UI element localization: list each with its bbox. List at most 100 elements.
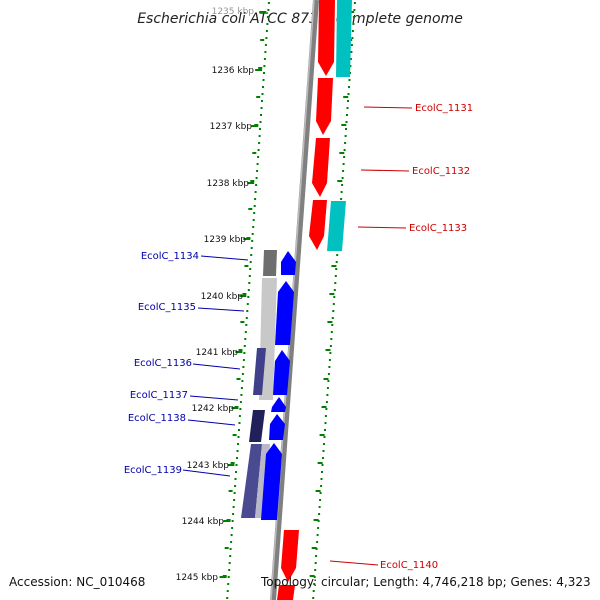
ring-dot xyxy=(326,394,329,396)
ring-dot xyxy=(267,9,270,11)
ring-dot xyxy=(317,527,320,529)
ring-dot xyxy=(341,177,344,179)
ring-dot xyxy=(327,373,330,375)
ring-dot xyxy=(228,569,231,571)
ring-dot xyxy=(312,597,315,599)
ring-dot xyxy=(330,331,333,333)
ring-dot xyxy=(345,121,348,123)
ring-dot xyxy=(349,65,352,67)
ring-dot xyxy=(237,436,240,438)
map-title: Escherichia coli ATCC 8739, complete gen… xyxy=(137,11,463,27)
tick-label: 1244 kbp xyxy=(182,517,225,527)
ring-dot xyxy=(342,170,345,172)
forward-gene xyxy=(312,138,330,197)
ring-dot xyxy=(237,443,239,445)
rna-track xyxy=(327,0,352,251)
ring-dot xyxy=(352,23,355,25)
ring-dot xyxy=(261,93,264,95)
ring-dot xyxy=(314,569,317,571)
ring-dot xyxy=(334,275,337,277)
gene-label-ecolc-1138[interactable]: EcolC_1138 xyxy=(128,413,186,424)
reverse-gene xyxy=(261,443,282,520)
ring-dot xyxy=(246,310,249,312)
ring-dot xyxy=(265,37,268,39)
ring-dot xyxy=(245,317,248,319)
gene-label-ecolc-1140[interactable]: EcolC_1140 xyxy=(380,560,438,571)
ring-dot xyxy=(263,72,265,74)
ring-dot xyxy=(230,534,233,536)
ring-dot xyxy=(239,401,242,403)
gene-label-ecolc-1139[interactable]: EcolC_1139 xyxy=(124,465,182,476)
accession-text: Accession: NC_010468 xyxy=(9,575,145,589)
ring-dot xyxy=(242,366,245,368)
ring-dot xyxy=(233,492,236,494)
ring-dot xyxy=(318,513,321,515)
ring-dot xyxy=(253,212,256,214)
ring-dot xyxy=(243,345,246,347)
ring-dot xyxy=(312,590,315,592)
gene-label-ecolc-1131[interactable]: EcolC_1131 xyxy=(415,103,473,114)
ring-dot xyxy=(239,408,242,410)
gene-label-ecolc-1134[interactable]: EcolC_1134 xyxy=(141,251,199,262)
ring-dot xyxy=(331,324,334,326)
gene-label-ecolc-1136[interactable]: EcolC_1136 xyxy=(134,358,192,369)
ring-dot xyxy=(236,457,238,459)
ring-dot xyxy=(255,177,258,179)
tick-label: 1241 kbp xyxy=(196,348,239,358)
ring-dot xyxy=(353,2,356,4)
forward-gene xyxy=(281,530,299,582)
ring-dot xyxy=(313,583,316,585)
ring-dot xyxy=(247,289,250,291)
ring-dot xyxy=(249,268,252,270)
ring-dot xyxy=(329,352,332,354)
ring-dot xyxy=(252,219,255,221)
tick-label: 1240 kbp xyxy=(201,292,244,302)
ring-dot xyxy=(232,513,235,515)
kbp-tick-labels: 1235 kbp 1236 kbp 1237 kbp 1238 kbp 1239… xyxy=(176,7,255,583)
ring-dot xyxy=(258,135,261,137)
reverse-gene xyxy=(275,281,294,345)
ring-dot xyxy=(344,135,347,137)
ring-dot xyxy=(246,303,249,305)
ring-dot xyxy=(346,107,349,109)
ring-dot xyxy=(332,303,335,305)
tick-label: 1245 kbp xyxy=(176,573,219,583)
ring-dot xyxy=(252,226,255,228)
ring-dot xyxy=(318,506,321,508)
gene-label-ecolc-1137[interactable]: EcolC_1137 xyxy=(130,390,188,401)
forward-gene xyxy=(316,78,333,135)
ring-dot xyxy=(321,464,324,466)
ring-dot xyxy=(229,555,232,557)
ring-dot xyxy=(329,345,332,347)
topology-text: Topology: circular; Length: 4,746,218 bp… xyxy=(260,575,591,589)
ring-dot xyxy=(248,275,251,277)
ring-dot xyxy=(330,338,333,340)
ring-dot xyxy=(322,457,324,459)
tick-label: 1242 kbp xyxy=(192,404,235,414)
ring-dot xyxy=(245,324,248,326)
ring-dot xyxy=(266,16,269,18)
ring-dot xyxy=(242,359,245,361)
gene-label-ecolc-1135[interactable]: EcolC_1135 xyxy=(138,302,196,313)
ring-dot xyxy=(322,450,325,452)
ring-dot xyxy=(342,163,345,165)
ring-dot xyxy=(352,16,355,18)
tick-label: 1239 kbp xyxy=(204,235,247,245)
ring-dot xyxy=(260,114,262,116)
gene-label-ecolc-1133[interactable]: EcolC_1133 xyxy=(409,223,467,234)
ring-dot xyxy=(346,114,348,116)
ring-dot xyxy=(320,485,323,487)
forward-gene-track xyxy=(277,0,335,600)
ring-dot xyxy=(348,79,351,81)
ring-dot xyxy=(345,128,347,130)
ring-dot xyxy=(254,198,257,200)
ring-dot xyxy=(241,373,244,375)
ring-dot xyxy=(341,184,344,186)
ring-dot xyxy=(324,415,327,417)
ring-dot xyxy=(340,191,343,193)
ring-dot xyxy=(325,401,328,403)
ring-dot xyxy=(259,128,261,130)
ring-dot xyxy=(315,555,318,557)
gene-label-ecolc-1132[interactable]: EcolC_1132 xyxy=(412,166,470,177)
